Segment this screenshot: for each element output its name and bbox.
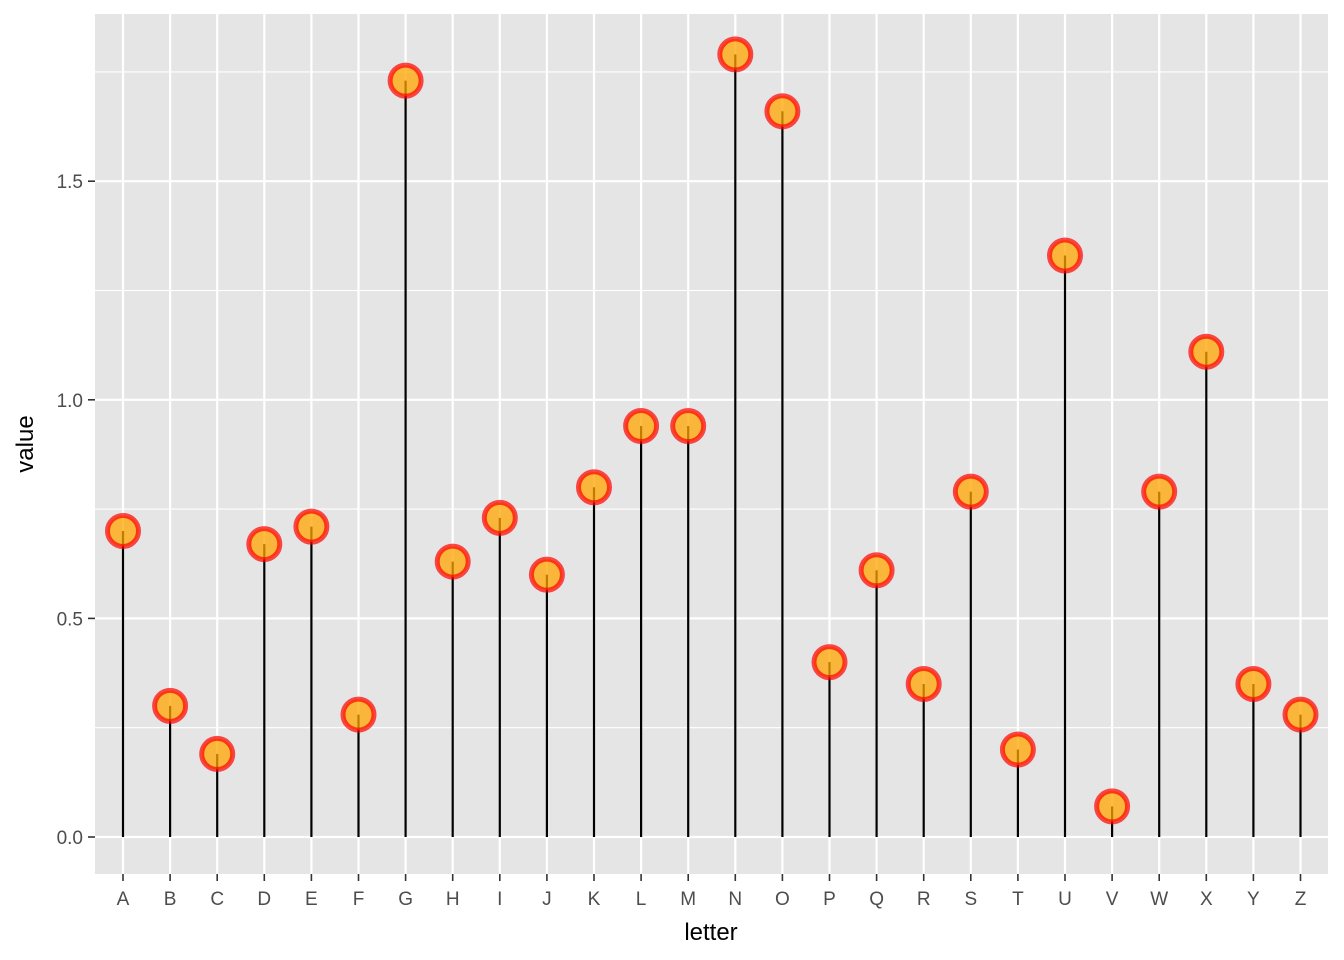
y-tick-label: 1.0 [57, 391, 83, 412]
y-axis-title: value [12, 415, 39, 472]
plot-panel [95, 14, 1328, 874]
x-tick-label: B [164, 889, 177, 910]
point-Z [1282, 696, 1319, 733]
point-Y [1235, 665, 1272, 702]
x-tick-label: N [728, 889, 742, 910]
y-axis: 0.0 0.5 1.0 1.5 [57, 172, 95, 849]
y-tick-label: 0.0 [57, 828, 83, 849]
x-tick-label: U [1058, 889, 1072, 910]
x-tick-label: R [917, 889, 931, 910]
lollipop-stems [121, 54, 1302, 837]
point-T [999, 731, 1036, 768]
x-tick-label: H [446, 889, 460, 910]
x-tick-label: L [636, 889, 647, 910]
x-tick-label: A [117, 889, 130, 910]
point-H [434, 543, 471, 580]
point-B [152, 687, 189, 724]
lollipop-points [105, 36, 1319, 825]
x-tick-label: P [823, 889, 836, 910]
x-tick-label: J [542, 889, 552, 910]
point-X [1188, 333, 1225, 370]
x-tick-label: W [1150, 889, 1168, 910]
x-tick-label: F [353, 889, 365, 910]
point-R [905, 665, 942, 702]
x-tick-label: Y [1247, 889, 1260, 910]
point-W [1141, 473, 1178, 510]
x-tick-label: D [257, 889, 271, 910]
point-F [340, 696, 377, 733]
x-axis-title: letter [684, 919, 737, 946]
x-tick-label: Z [1295, 889, 1307, 910]
x-tick-label: T [1012, 889, 1024, 910]
point-J [528, 556, 565, 593]
x-tick-label: S [964, 889, 977, 910]
point-M [670, 408, 707, 445]
y-tick-label: 1.5 [57, 172, 83, 193]
point-C [199, 735, 236, 772]
y-tick-label: 0.5 [57, 609, 83, 630]
x-tick-label: O [775, 889, 790, 910]
point-G [387, 62, 424, 99]
x-axis: A B C D E F G H I J K L M N O P Q R S T U V W X Y Z [117, 874, 1307, 910]
point-N [717, 36, 754, 73]
point-O [764, 93, 801, 130]
point-D [246, 526, 283, 563]
x-tick-label: E [305, 889, 318, 910]
x-tick-label: Q [869, 889, 884, 910]
x-tick-label: I [497, 889, 502, 910]
point-U [1047, 237, 1083, 274]
point-A [105, 512, 141, 549]
x-tick-label: M [680, 889, 696, 910]
x-tick-label: K [588, 889, 601, 910]
point-K [576, 469, 612, 506]
point-I [481, 499, 518, 536]
x-tick-label: X [1200, 889, 1213, 910]
x-tick-label: C [210, 889, 224, 910]
point-E [293, 508, 330, 545]
point-S [952, 473, 989, 510]
x-tick-label: V [1106, 889, 1119, 910]
point-P [811, 644, 848, 681]
point-V [1094, 788, 1131, 825]
x-tick-label: G [398, 889, 413, 910]
point-L [623, 408, 660, 445]
point-Q [858, 552, 895, 589]
